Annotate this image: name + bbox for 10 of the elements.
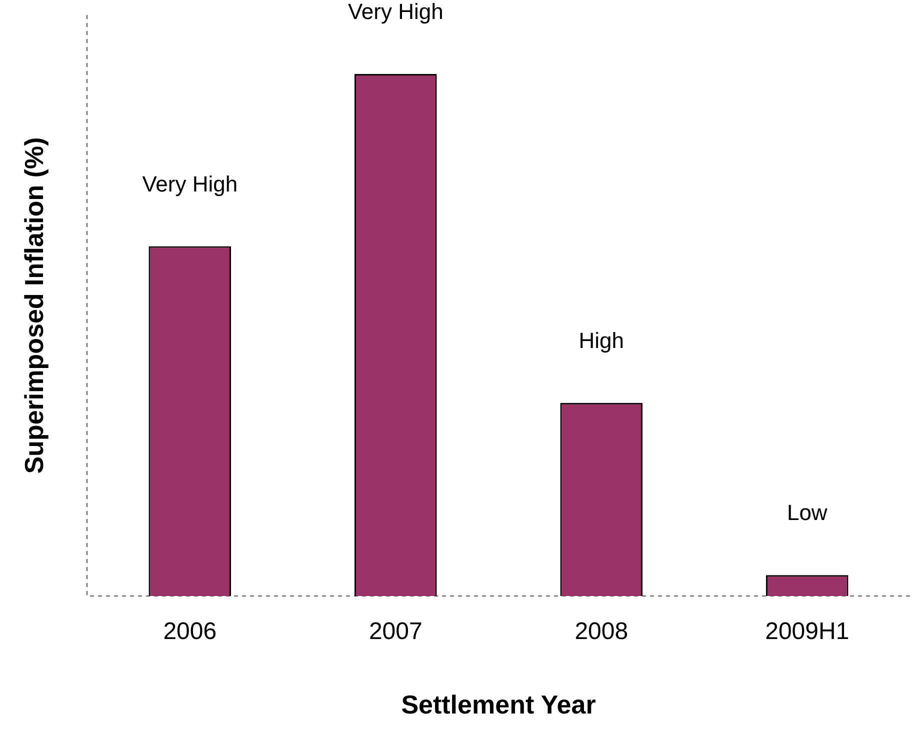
annotation: Low (786, 500, 828, 526)
x-tick-label: 2009H1 (765, 618, 850, 646)
x-tick-label: 2008 (574, 618, 628, 646)
x-axis-title: Settlement Year (401, 690, 596, 720)
x-tick-label: 2006 (163, 618, 217, 646)
annotation: High (578, 328, 624, 353)
x-tick-label: 2007 (368, 618, 422, 646)
y-axis-title: Superimposed Inflation (%) (19, 137, 50, 474)
annotation: Very High (142, 171, 238, 196)
annotation: Very High (348, 0, 444, 24)
